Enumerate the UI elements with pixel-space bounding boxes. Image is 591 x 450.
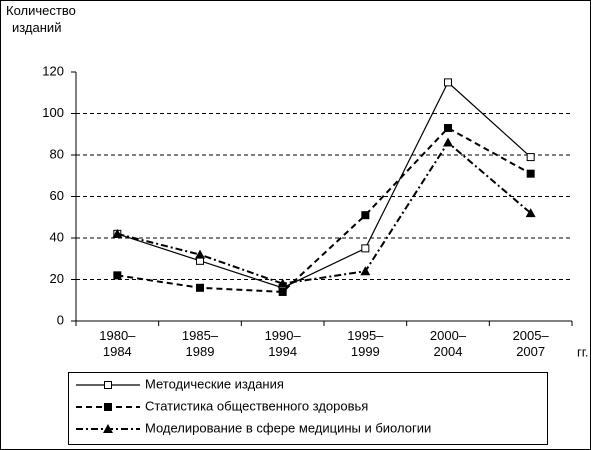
x-tick-label: 1980– 1984 (99, 328, 136, 359)
marker (196, 283, 204, 292)
y-tick-label: 100 (42, 105, 64, 120)
y-tick-label: 40 (50, 229, 64, 244)
marker (195, 249, 205, 259)
legend-label: Моделирование в сфере медицины и биологи… (145, 420, 431, 435)
x-unit: гг. (577, 344, 589, 359)
x-tick-label: 2005– 2007 (513, 328, 550, 359)
marker (444, 124, 452, 133)
marker (104, 381, 112, 389)
marker (103, 424, 113, 433)
marker (113, 271, 122, 280)
marker (361, 211, 370, 220)
marker (278, 287, 287, 296)
marker (526, 169, 535, 178)
marker (112, 228, 123, 238)
x-tick-label: 2000– 2004 (430, 328, 467, 359)
marker (526, 153, 535, 162)
y-tick-label: 60 (50, 188, 64, 203)
series-line (117, 141, 532, 285)
legend-box (68, 372, 548, 445)
legend-label: Статистика общественного здоровья (145, 398, 368, 413)
marker (525, 208, 536, 218)
x-tick-label: 1995– 1999 (347, 328, 384, 359)
legend-label: Методические издания (145, 376, 284, 391)
y-tick-label: 20 (50, 271, 64, 286)
y-axis-label: Количество изданий (6, 3, 76, 35)
marker (104, 403, 112, 411)
y-tick-label: 120 (42, 63, 64, 78)
series-line (117, 81, 532, 289)
x-tick-label: 1985– 1989 (182, 328, 219, 359)
marker (361, 244, 370, 253)
marker (443, 137, 453, 147)
y-tick-label: 80 (50, 146, 64, 161)
y-tick-label: 0 (57, 312, 64, 327)
marker (360, 266, 371, 276)
series-line (117, 126, 532, 293)
marker (444, 78, 452, 87)
marker (277, 278, 288, 288)
x-tick-label: 1990– 1994 (265, 328, 302, 359)
